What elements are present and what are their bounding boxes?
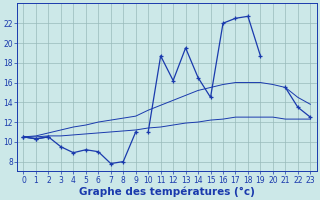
X-axis label: Graphe des températures (°c): Graphe des températures (°c) bbox=[79, 186, 255, 197]
